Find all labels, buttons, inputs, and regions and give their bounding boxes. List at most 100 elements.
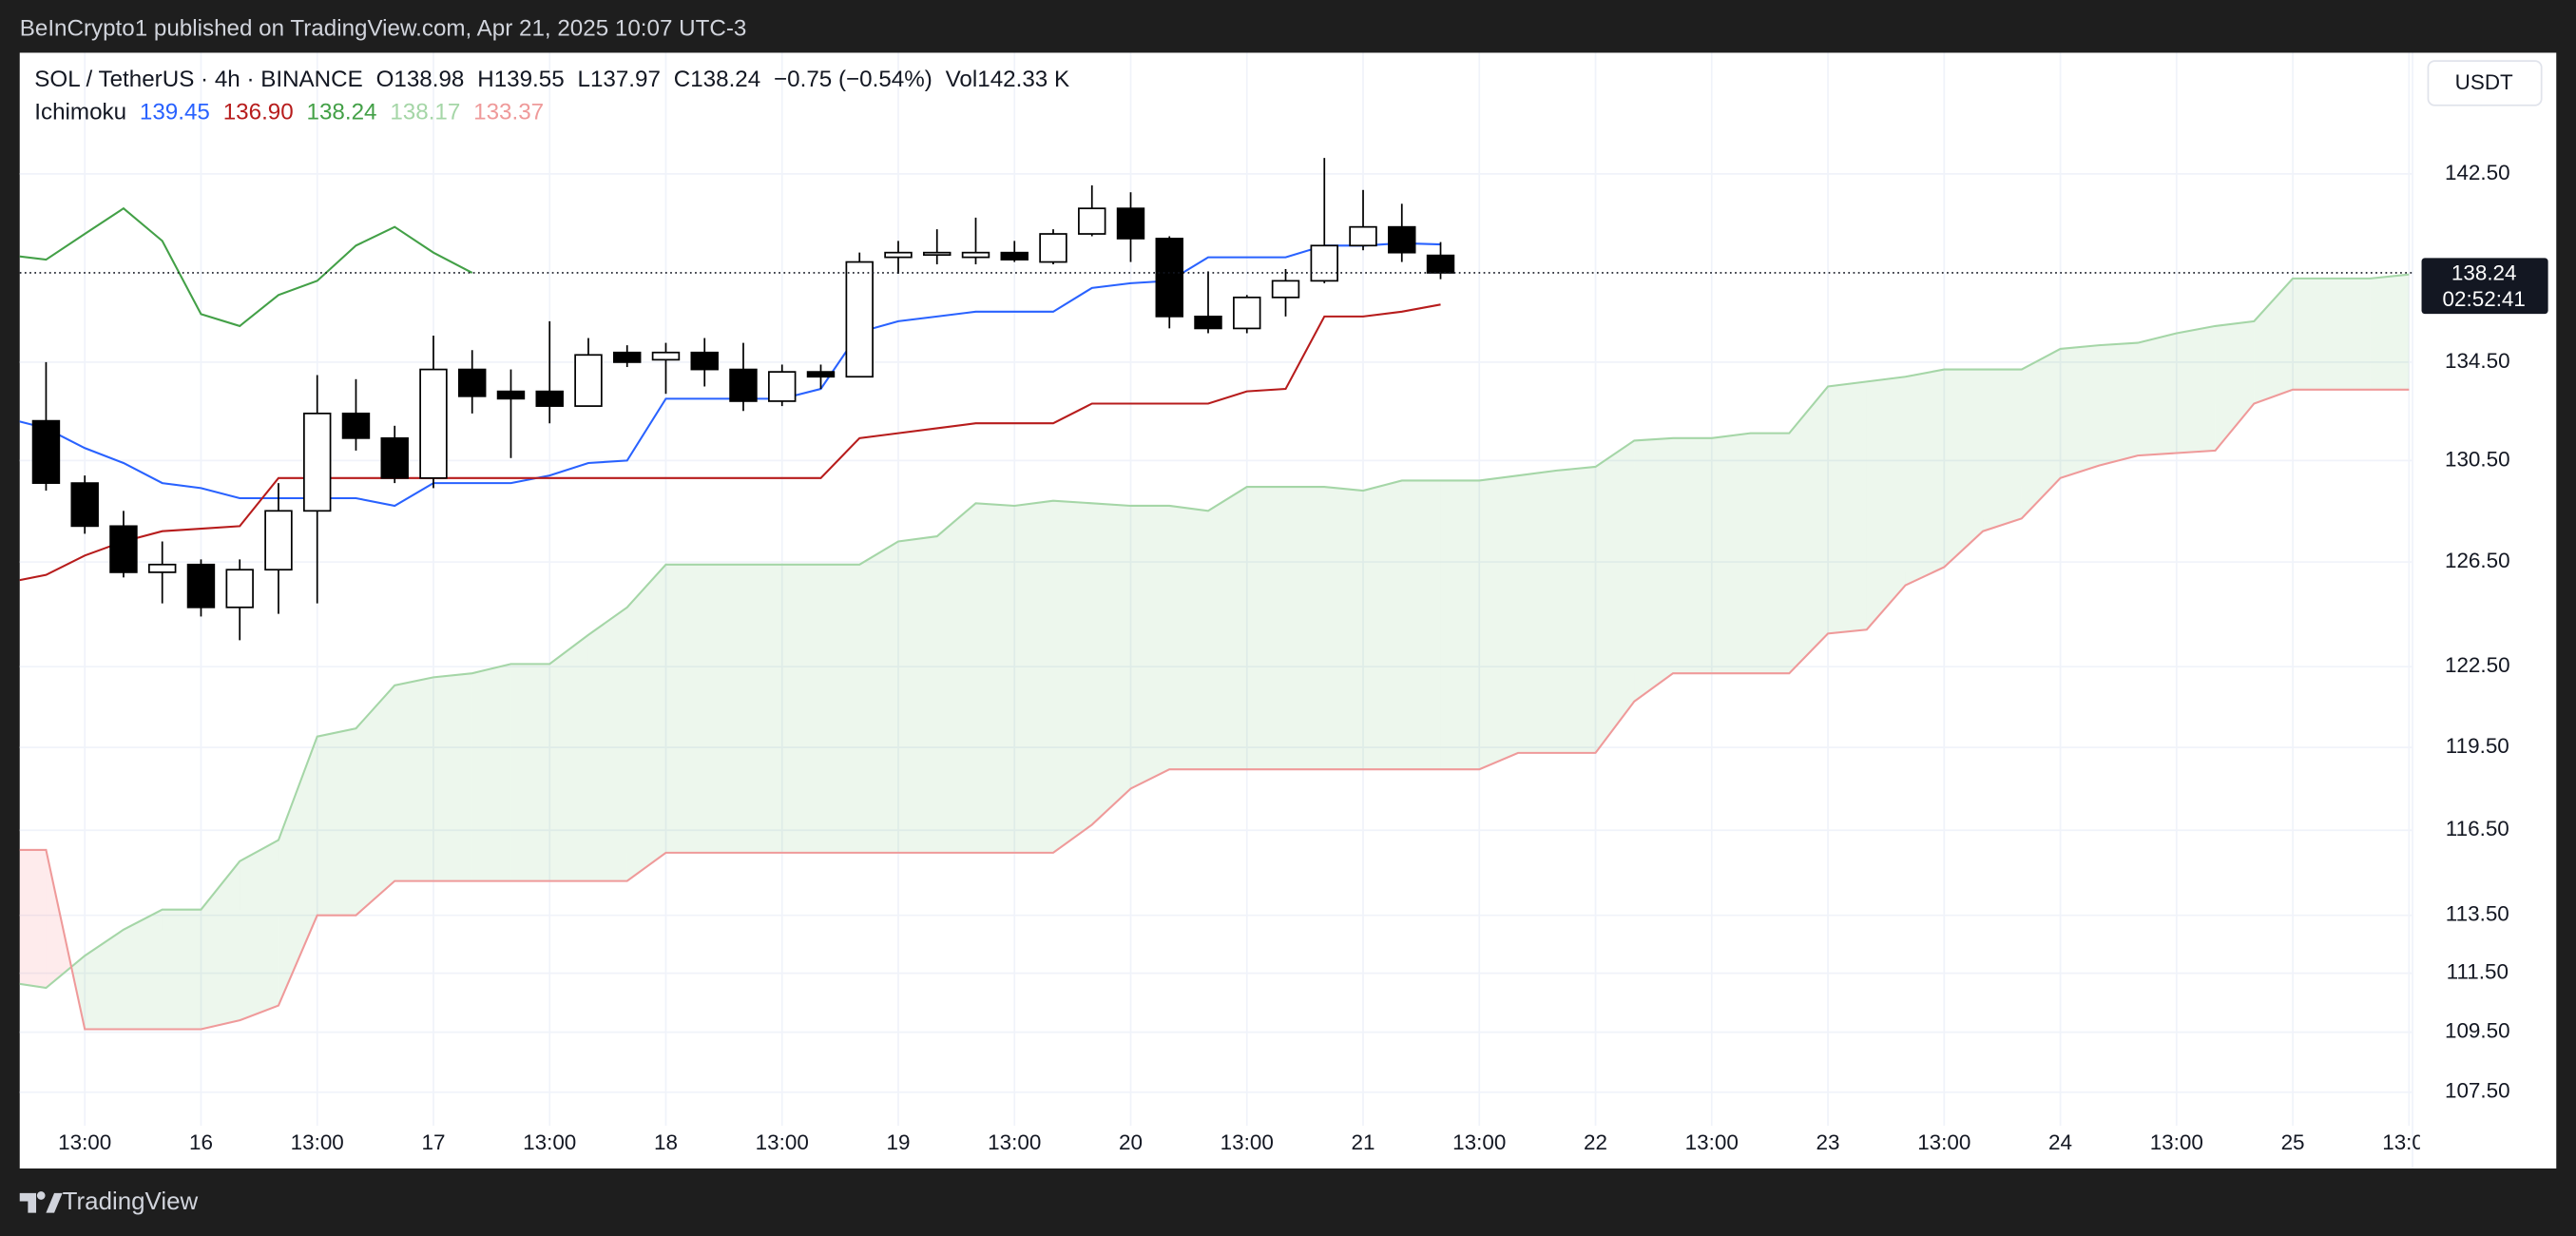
candle-body — [1310, 244, 1338, 282]
cloud-fill — [1518, 470, 1557, 753]
cloud-fill — [1285, 487, 1325, 770]
x-tick-label: 13:00 — [756, 1130, 809, 1154]
currency-button[interactable] — [2427, 60, 2543, 106]
ohlc-value: 138.24 — [690, 67, 760, 92]
indicator-line — [19, 388, 2410, 1031]
y-tick-label: 111.50 — [2447, 960, 2509, 984]
cloud-fill — [240, 840, 279, 1021]
cloud-fill — [510, 664, 550, 881]
cloud-fill — [1983, 369, 2022, 531]
y-tick-label: 107.50 — [2445, 1079, 2510, 1103]
symbol: SOL / TetherUS · 4h · BINANCE — [34, 67, 362, 92]
change: −0.75 (−0.54%) — [774, 67, 932, 92]
cloud-fill — [820, 564, 860, 853]
y-tick-label: 116.50 — [2446, 817, 2509, 840]
x-tick-label: 19 — [887, 1130, 911, 1154]
ohlc-key: O — [376, 67, 394, 92]
indicator-line — [19, 206, 473, 328]
ichimoku-lines — [19, 206, 2410, 1031]
legend-value: 138.17 — [390, 100, 460, 126]
cloud-fill — [1440, 480, 1480, 770]
brand-name: TradingView — [63, 1188, 199, 1215]
legend-value: 139.45 — [140, 100, 210, 126]
x-tick-label: 13:00 — [291, 1130, 344, 1154]
y-tick-label: 109.50 — [2445, 1019, 2510, 1043]
cloud-fill — [2370, 274, 2410, 390]
candle-body — [768, 371, 797, 402]
x-tick-label: 13:00 — [2150, 1130, 2203, 1154]
last-price-box — [2421, 258, 2548, 315]
candle-body — [1000, 251, 1028, 261]
cloud-fill — [1595, 440, 1635, 753]
candle-body — [496, 390, 526, 400]
cloud-fill — [936, 503, 976, 853]
cloud-fill — [2138, 333, 2177, 456]
legend-value: 136.90 — [223, 100, 294, 126]
candle-body — [1194, 315, 1222, 330]
candle-body — [70, 482, 99, 528]
y-tick-label: 113.50 — [2446, 902, 2509, 926]
x-tick-label: 13:00 — [1221, 1130, 1274, 1154]
cloud-fill — [1363, 480, 1402, 770]
cloud-fill — [1866, 377, 1906, 630]
x-tick-label: 13:00 — [2382, 1130, 2435, 1154]
cloud-fill — [1169, 505, 1209, 770]
candle-body — [380, 436, 409, 479]
cloud-fill — [549, 634, 588, 881]
cloud-fill — [1091, 503, 1131, 825]
cloud-fill — [781, 564, 821, 853]
candle-body — [1039, 233, 1067, 263]
cloud-fill — [278, 736, 317, 1006]
candle-body — [341, 412, 371, 439]
symbol-header: SOL / TetherUS · 4h · BINANCE O138.98 H139… — [34, 67, 1069, 92]
ichimoku-cloud — [19, 274, 2410, 1030]
candle-body — [1426, 254, 1455, 274]
candle-body — [1155, 238, 1183, 318]
x-tick-label: 17 — [421, 1130, 445, 1154]
x-tick-label: 18 — [654, 1130, 678, 1154]
cloud-fill — [704, 564, 743, 853]
y-tick-label: 142.50 — [2445, 161, 2510, 184]
chart-panel — [19, 52, 2557, 1168]
x-tick-label: 22 — [1584, 1130, 1607, 1154]
cloud-fill — [626, 564, 666, 881]
y-tick-label: 126.50 — [2445, 549, 2510, 572]
ohlc-key: H — [477, 67, 493, 92]
cloud-fill — [46, 849, 72, 989]
indicator-name: Ichimoku — [34, 100, 126, 126]
ohlc-value: 137.97 — [590, 67, 661, 92]
ohlc-key: C — [674, 67, 690, 92]
candle-body — [109, 525, 138, 573]
grid — [19, 52, 2413, 1127]
cloud-fill — [2176, 325, 2216, 454]
y-tick-label: 119.50 — [2446, 734, 2509, 758]
cloud-fill — [2331, 278, 2371, 390]
x-tick-label: 24 — [2048, 1130, 2072, 1154]
cloud-fill — [742, 564, 782, 853]
candle-body — [613, 351, 642, 363]
candle-body — [845, 261, 874, 378]
x-tick-label: 16 — [189, 1130, 213, 1154]
cloud-fill — [201, 860, 240, 1030]
cloud-fill — [1246, 487, 1286, 770]
y-tick-label: 134.50 — [2445, 349, 2510, 373]
cloud-fill — [975, 503, 1015, 853]
cloud-fill — [1789, 386, 1829, 674]
cloud-fill — [356, 685, 395, 916]
currency-label[interactable]: USDT — [2455, 70, 2513, 94]
cloud-fill — [2254, 278, 2294, 404]
brand: TradingView — [19, 1188, 199, 1215]
candle-body — [1271, 280, 1300, 299]
candle-body — [923, 251, 952, 257]
x-tick-label: 21 — [1352, 1130, 1375, 1154]
cloud-fill — [1401, 480, 1441, 770]
x-tick-label: 13:00 — [1685, 1130, 1739, 1154]
candle-body — [884, 251, 913, 259]
cloud-fill — [1014, 500, 1053, 853]
x-tick-label: 13:00 — [523, 1130, 576, 1154]
price-axis: 142.50 134.50 130.50 126.50 122.50 119.50 116.… — [19, 161, 2548, 1103]
cloud-fill — [162, 909, 202, 1030]
candle-body — [264, 510, 293, 571]
